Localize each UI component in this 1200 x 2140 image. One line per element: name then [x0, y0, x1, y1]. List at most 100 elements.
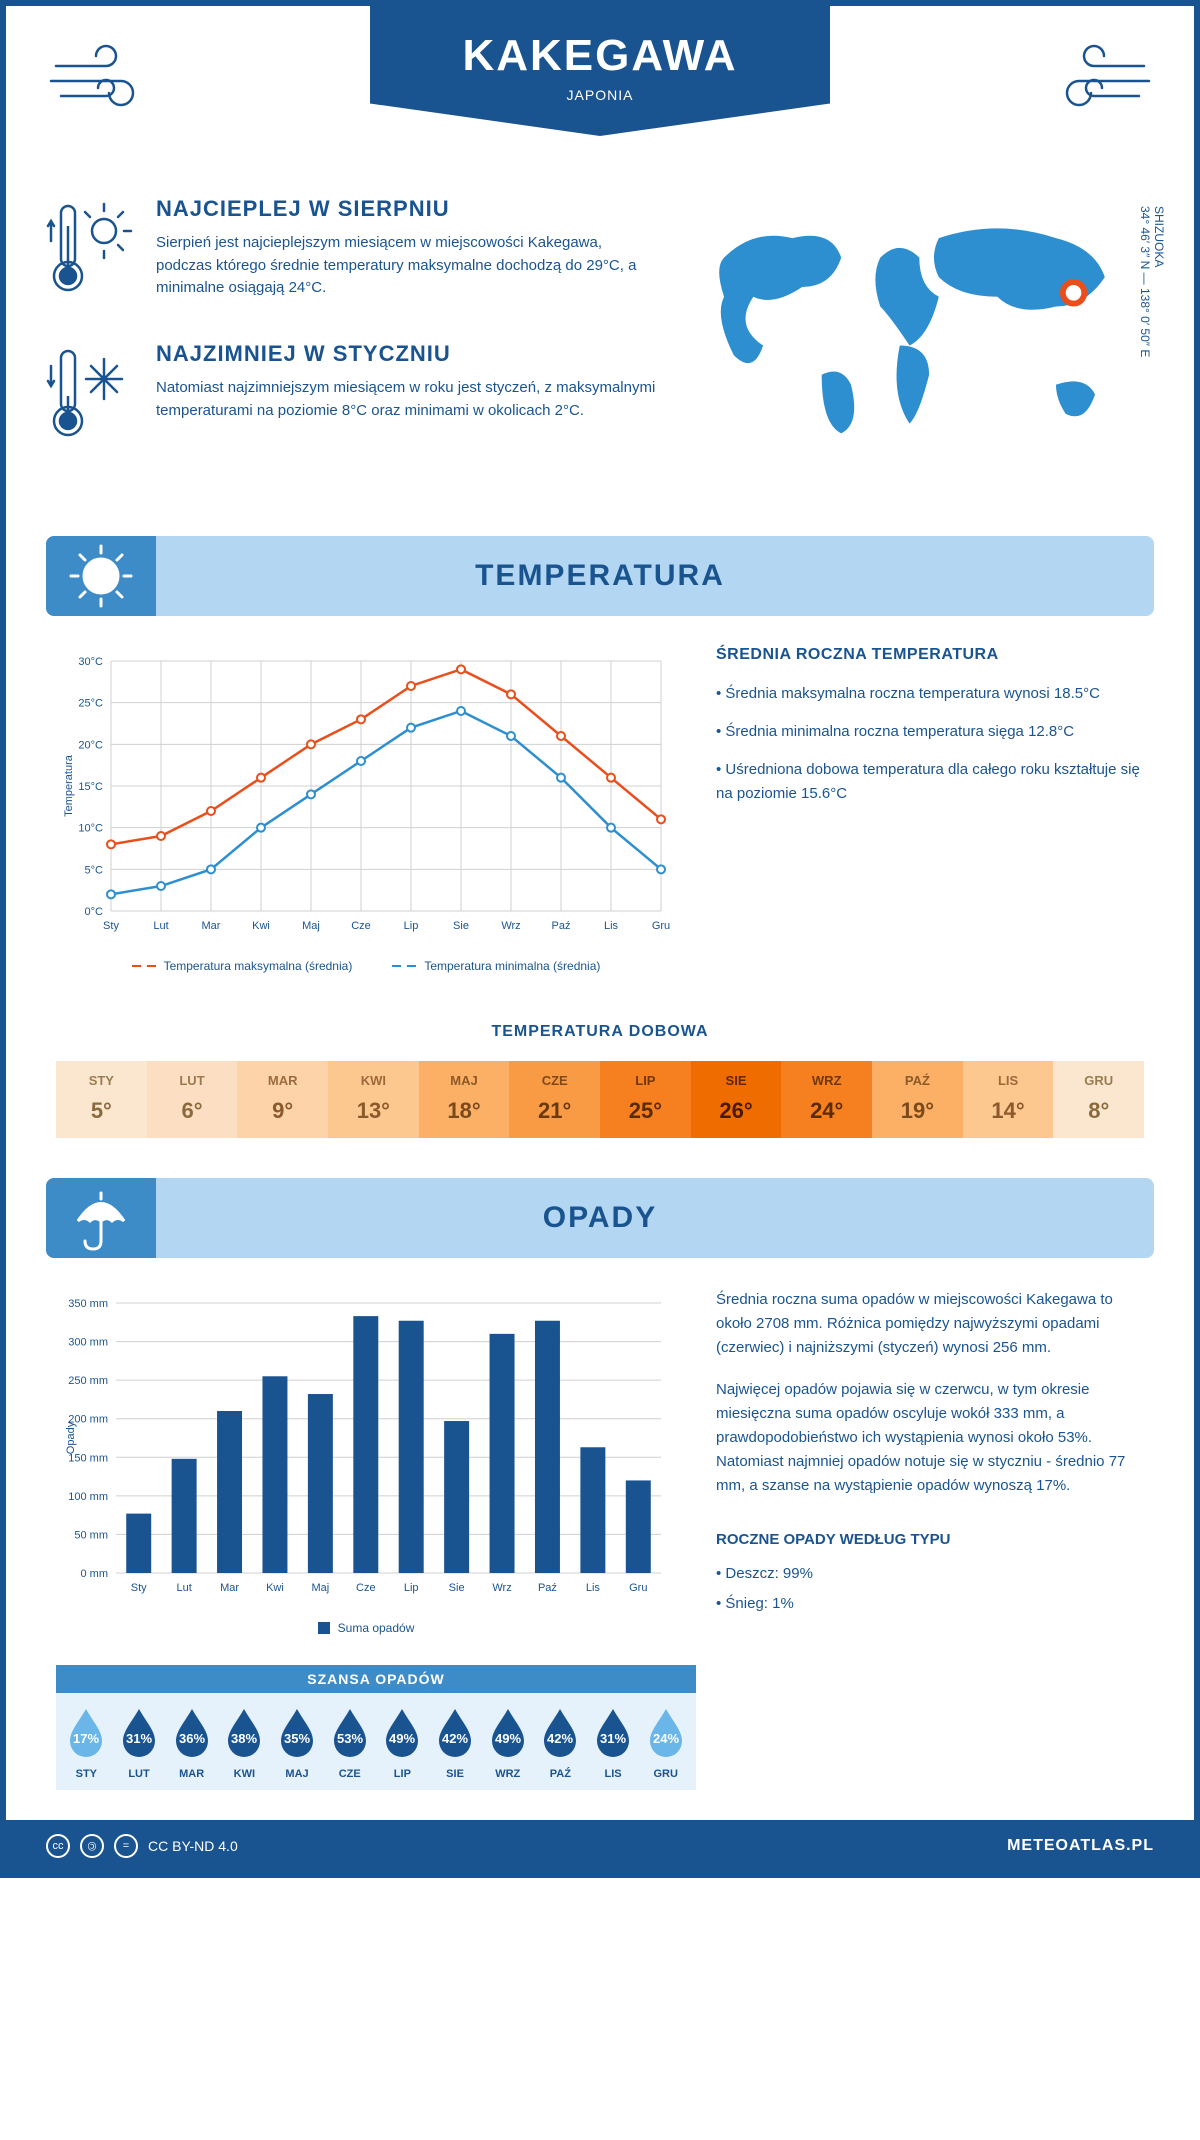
- bullet: • Uśredniona dobowa temperatura dla całe…: [716, 758, 1144, 806]
- daily-cell: MAJ18°: [419, 1061, 510, 1138]
- svg-text:0 mm: 0 mm: [81, 1568, 109, 1580]
- temperature-banner: TEMPERATURA: [46, 536, 1154, 616]
- svg-text:0°C: 0°C: [85, 906, 104, 918]
- precip-type-title: ROCZNE OPADY WEDŁUG TYPU: [716, 1528, 1144, 1552]
- svg-text:50 mm: 50 mm: [74, 1529, 108, 1541]
- svg-text:38%: 38%: [231, 1731, 257, 1746]
- wind-icon: [46, 36, 166, 121]
- svg-text:49%: 49%: [389, 1731, 415, 1746]
- chance-cell: 42%PAŹ: [534, 1705, 587, 1780]
- license: cc 🄯 = CC BY-ND 4.0: [46, 1834, 238, 1858]
- temperature-chart: 0°C5°C10°C15°C20°C25°C30°CStyLutMarKwiMa…: [56, 646, 676, 973]
- svg-text:Cze: Cze: [356, 1582, 376, 1594]
- chance-cell: 35%MAJ: [271, 1705, 324, 1780]
- precip-content: 0 mm50 mm100 mm150 mm200 mm250 mm300 mm3…: [6, 1288, 1194, 1655]
- bullet: • Deszcz: 99%: [716, 1562, 1144, 1586]
- svg-text:350 mm: 350 mm: [68, 1298, 108, 1310]
- chance-cell: 17%STY: [60, 1705, 113, 1780]
- svg-text:Lis: Lis: [604, 920, 619, 932]
- sun-icon: [46, 536, 156, 616]
- svg-text:42%: 42%: [547, 1731, 573, 1746]
- daily-cell: LIS14°: [963, 1061, 1054, 1138]
- svg-text:250 mm: 250 mm: [68, 1375, 108, 1387]
- precip-chart: 0 mm50 mm100 mm150 mm200 mm250 mm300 mm3…: [56, 1288, 676, 1635]
- by-icon: 🄯: [80, 1834, 104, 1858]
- temperature-side: ŚREDNIA ROCZNA TEMPERATURA • Średnia mak…: [716, 646, 1144, 973]
- umbrella-icon: [46, 1178, 156, 1258]
- temp-legend: Temperatura maksymalna (średnia) Tempera…: [56, 959, 676, 973]
- svg-text:Cze: Cze: [351, 920, 371, 932]
- precip-para2: Najwięcej opadów pojawia się w czerwcu, …: [716, 1378, 1144, 1498]
- precip-by-type: ROCZNE OPADY WEDŁUG TYPU • Deszcz: 99%• …: [716, 1528, 1144, 1616]
- precip-side: Średnia roczna suma opadów w miejscowośc…: [716, 1288, 1144, 1635]
- svg-text:24%: 24%: [653, 1731, 679, 1746]
- svg-text:Mar: Mar: [202, 920, 221, 932]
- wind-icon: [1034, 36, 1154, 121]
- svg-text:35%: 35%: [284, 1731, 310, 1746]
- legend-min: Temperatura minimalna (średnia): [392, 959, 600, 973]
- chance-of-precip: SZANSA OPADÓW 17%STY31%LUT36%MAR38%KWI35…: [56, 1665, 696, 1790]
- svg-text:Maj: Maj: [302, 920, 320, 932]
- svg-text:Kwi: Kwi: [266, 1582, 284, 1594]
- svg-text:Kwi: Kwi: [252, 920, 270, 932]
- intro-left: NAJCIEPLEJ W SIERPNIU Sierpień jest najc…: [46, 196, 655, 486]
- svg-text:Lut: Lut: [153, 920, 168, 932]
- coldest-text-wrap: NAJZIMNIEJ W STYCZNIU Natomiast najzimni…: [156, 341, 655, 456]
- daily-cell: SIE26°: [691, 1061, 782, 1138]
- header-banner: KAKEGAWA JAPONIA: [370, 6, 830, 136]
- svg-text:Lip: Lip: [404, 1582, 419, 1594]
- header: KAKEGAWA JAPONIA: [6, 6, 1194, 186]
- coldest-title: NAJZIMNIEJ W STYCZNIU: [156, 341, 655, 367]
- svg-text:20°C: 20°C: [78, 739, 103, 751]
- chance-cell: 49%WRZ: [481, 1705, 534, 1780]
- chance-cell: 53%CZE: [323, 1705, 376, 1780]
- svg-text:Sie: Sie: [453, 920, 469, 932]
- svg-text:5°C: 5°C: [85, 864, 104, 876]
- svg-text:17%: 17%: [73, 1731, 99, 1746]
- svg-text:Sty: Sty: [103, 920, 119, 932]
- svg-text:36%: 36%: [179, 1731, 205, 1746]
- avg-temp-title: ŚREDNIA ROCZNA TEMPERATURA: [716, 646, 1144, 664]
- thermometer-cold-icon: [46, 341, 136, 456]
- license-text: CC BY-ND 4.0: [148, 1838, 238, 1854]
- page: KAKEGAWA JAPONIA NAJCIEPLEJ W SIERPNIU S…: [0, 0, 1200, 1878]
- svg-text:Mar: Mar: [220, 1582, 239, 1594]
- daily-cell: WRZ24°: [781, 1061, 872, 1138]
- svg-text:Sty: Sty: [131, 1582, 147, 1594]
- daily-cell: LIP25°: [600, 1061, 691, 1138]
- legend-sum: Suma opadów: [318, 1621, 415, 1635]
- svg-text:Lip: Lip: [404, 920, 419, 932]
- svg-text:Wrz: Wrz: [492, 1582, 511, 1594]
- cc-icon: cc: [46, 1834, 70, 1858]
- svg-text:Paź: Paź: [552, 920, 571, 932]
- nd-icon: =: [114, 1834, 138, 1858]
- bullet: • Średnia maksymalna roczna temperatura …: [716, 682, 1144, 706]
- chance-cell: 31%LUT: [113, 1705, 166, 1780]
- hottest-text: Sierpień jest najcieplejszym miesiącem w…: [156, 232, 655, 300]
- precip-title: OPADY: [543, 1201, 657, 1235]
- svg-text:Lut: Lut: [176, 1582, 191, 1594]
- svg-text:Maj: Maj: [312, 1582, 330, 1594]
- svg-text:10°C: 10°C: [78, 823, 103, 835]
- svg-text:31%: 31%: [600, 1731, 626, 1746]
- chance-row: 17%STY31%LUT36%MAR38%KWI35%MAJ53%CZE49%L…: [56, 1693, 696, 1790]
- svg-text:Paź: Paź: [538, 1582, 557, 1594]
- svg-text:Sie: Sie: [449, 1582, 465, 1594]
- svg-text:49%: 49%: [495, 1731, 521, 1746]
- svg-text:30°C: 30°C: [78, 656, 103, 668]
- thermometer-hot-icon: [46, 196, 136, 311]
- daily-cell: LUT6°: [147, 1061, 238, 1138]
- precip-legend: Suma opadów: [56, 1621, 676, 1635]
- coldest-text: Natomiast najzimniejszym miesiącem w rok…: [156, 377, 655, 422]
- temperature-content: 0°C5°C10°C15°C20°C25°C30°CStyLutMarKwiMa…: [6, 646, 1194, 1003]
- bullet: • Średnia minimalna roczna temperatura s…: [716, 720, 1144, 744]
- temperature-title: TEMPERATURA: [475, 559, 725, 593]
- svg-text:15°C: 15°C: [78, 781, 103, 793]
- legend-max: Temperatura maksymalna (średnia): [132, 959, 353, 973]
- region: SHIZUOKA: [1152, 206, 1166, 267]
- chance-cell: 42%SIE: [429, 1705, 482, 1780]
- daily-cell: PAŹ19°: [872, 1061, 963, 1138]
- latlon: 34° 46′ 3″ N — 138° 0′ 50″ E: [1138, 206, 1152, 357]
- svg-text:31%: 31%: [126, 1731, 152, 1746]
- svg-text:Wrz: Wrz: [501, 920, 520, 932]
